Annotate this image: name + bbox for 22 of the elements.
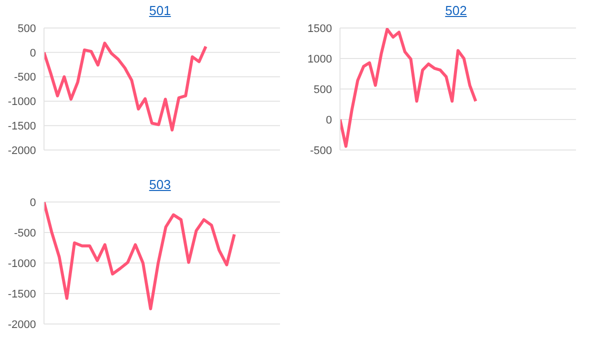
chart-title: 501	[148, 2, 172, 20]
y-tick-label: -1500	[8, 120, 36, 133]
chart-title: 502	[444, 2, 468, 20]
y-tick-label: -1000	[8, 258, 36, 270]
line-series	[340, 28, 478, 148]
y-tick-label: -2000	[8, 318, 36, 331]
line-series	[44, 202, 236, 310]
y-tick-label: 0	[326, 114, 332, 126]
y-tick-label: 1000	[308, 53, 332, 66]
y-tick-label: 1500	[308, 22, 332, 35]
y-tick-label: 0	[30, 196, 36, 209]
y-tick-label: -1000	[8, 96, 36, 108]
y-tick-label: -500	[310, 144, 332, 157]
y-tick-label: 500	[18, 22, 36, 35]
y-tick-label: 500	[314, 84, 332, 96]
y-tick-label: -1500	[8, 288, 36, 300]
y-tick-label: 0	[30, 47, 36, 60]
y-tick-label: -2000	[8, 144, 36, 157]
y-tick-label: -500	[14, 72, 36, 84]
chart-title: 503	[148, 176, 172, 194]
line-series	[44, 42, 208, 132]
y-tick-label: -500	[14, 227, 36, 240]
